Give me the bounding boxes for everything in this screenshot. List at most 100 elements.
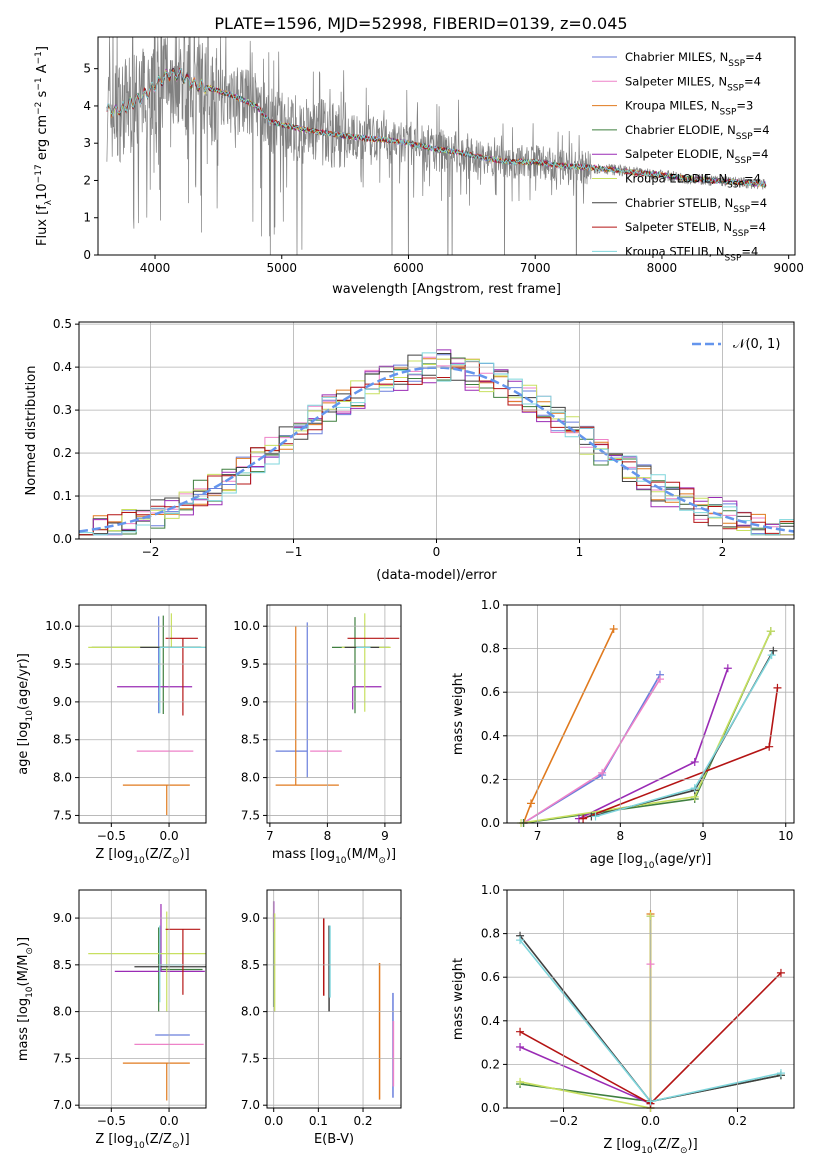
x-axis-label-part: )]: [386, 847, 396, 862]
legend-label-text: Chabrier STELIB, N: [625, 196, 733, 210]
y-tick-label: 10.0: [45, 619, 72, 633]
x-axis-label-part: ⊙: [172, 1141, 180, 1151]
y-tick-label: 0: [83, 248, 91, 262]
mass-weight-marker: [723, 664, 732, 673]
y-tick-label: 1.0: [481, 598, 500, 612]
panel-age-vs-mass: 7 8 9 7.5 8.0 8.5 9.0 9.5 10.0 mass [log10(M/M⊙)]: [233, 604, 402, 866]
x-axis-label-part: Z: [95, 1132, 104, 1147]
panel-massweight-vs-Z: −0.2 0.0 0.2 0.0 0.2 0.4 0.6 0.8 1.0 Z [log10(Z/Z…: [451, 883, 795, 1156]
y-tick-label: 7.0: [241, 1098, 260, 1112]
legend-label-text: Kroupa STELIB, N: [625, 244, 725, 258]
y-tick-label: 9.0: [241, 911, 260, 925]
y-axis-label: mass weight: [451, 673, 466, 755]
mass-weight-marker: [765, 742, 774, 751]
x-axis-label-part: Z: [95, 847, 104, 862]
y-tick-label: 9.0: [53, 911, 72, 925]
y-tick-label: 0.2: [53, 446, 72, 460]
y-axis-label-part: erg cm: [35, 115, 50, 164]
x-axis-label-part: (Z/Z: [145, 1132, 172, 1147]
x-axis-label-part: )]: [688, 1137, 698, 1152]
x-axis-label-part: 10: [133, 1141, 145, 1151]
y-tick-label: 5: [83, 62, 91, 76]
y-axis-label-part: mass weight: [451, 673, 466, 755]
y-axis-label-part: −1: [34, 51, 44, 64]
y-tick-label: 0.8: [481, 642, 500, 656]
mass-weight-marker: [609, 624, 618, 633]
y-axis-label: Flux [fλ10−17 erg cm−2 s−1 A−1]: [34, 46, 54, 246]
mass-weight-marker: [646, 960, 655, 969]
legend-label-sub: SSP: [725, 253, 742, 263]
x-tick-label: −0.5: [97, 829, 126, 843]
plot-area: [88, 904, 206, 1101]
x-tick-label: 0.0: [160, 1114, 179, 1128]
legend-label-suffix: =4: [753, 123, 770, 137]
axes-frame: [78, 889, 207, 1109]
x-axis-label-part: [log: [614, 852, 643, 867]
x-tick-label: 6000: [393, 261, 424, 275]
y-axis-label: mass [log10(M/M⊙)]: [16, 937, 35, 1061]
legend-label-text: Salpeter ELODIE, N: [625, 147, 735, 161]
legend-label-suffix: =4: [745, 50, 762, 64]
legend-label-suffix: =4: [750, 196, 767, 210]
legend-label-text: Salpeter STELIB, N: [625, 220, 732, 234]
mass-weight-line: [519, 1046, 651, 1105]
y-axis-label-part: −17: [34, 164, 44, 183]
legend-label: Kroupa ELODIE, NSSP=4: [625, 172, 761, 191]
legend-label: Salpeter MILES, NSSP=4: [625, 74, 761, 93]
x-tick-label: 8000: [647, 261, 678, 275]
legend-label-sub: SSP: [732, 229, 749, 239]
axes-frame: [78, 321, 795, 540]
y-tick-label: 4: [83, 99, 91, 113]
legend-label-sub: SSP: [720, 108, 737, 118]
y-tick-label: 0.0: [481, 816, 500, 830]
y-axis-label-part: mass: [16, 1027, 31, 1061]
y-tick-label: 0.1: [53, 489, 72, 503]
y-tick-label: 3: [83, 136, 91, 150]
legend-label-text: Salpeter MILES, N: [625, 74, 727, 88]
y-axis-label-part: Normed distribution: [24, 366, 39, 496]
x-axis-label-part: [log: [104, 1132, 133, 1147]
y-tick-label: 0.2: [481, 1057, 500, 1071]
x-tick-label: 9: [699, 829, 707, 843]
mass-weight-line: [523, 674, 661, 823]
mass-weight-marker: [776, 968, 785, 977]
y-tick-label: 1.0: [481, 883, 500, 897]
plot-area: [272, 901, 395, 1100]
y-axis-label-part: (age/yr)]: [16, 653, 31, 710]
y-axis-label-part: )]: [16, 937, 31, 947]
y-axis-label-part: age: [16, 751, 31, 775]
y-tick-label: 9.0: [241, 695, 260, 709]
mass-weight-marker: [646, 912, 655, 921]
y-axis-label-part: 10: [35, 183, 50, 200]
y-axis-label-part: −2: [34, 102, 44, 115]
y-axis-label-part: ⊙: [25, 947, 35, 955]
mass-weight-marker: [690, 784, 699, 793]
legend-label: Salpeter ELODIE, NSSP=4: [625, 147, 768, 166]
x-axis-label-part: 10: [133, 856, 145, 866]
y-axis-label-part: (M/M: [16, 955, 31, 987]
y-tick-label: 8.0: [53, 1005, 72, 1019]
legend-label: Salpeter STELIB, NSSP=4: [625, 220, 766, 239]
mass-weight-marker: [516, 936, 525, 945]
y-tick-label: 8.5: [241, 958, 260, 972]
x-axis-label-part: (data-model)/error: [376, 568, 497, 583]
x-axis-label: wavelength [Angstrom, rest frame]: [332, 282, 561, 297]
y-axis-label-part: s: [35, 90, 50, 101]
y-tick-label: 7.5: [53, 808, 72, 822]
y-axis-label-part: [log: [16, 998, 31, 1027]
legend-label: Kroupa MILES, NSSP=3: [625, 99, 753, 118]
x-axis-label-part: wavelength [Angstrom, rest frame]: [332, 282, 561, 297]
mass-weight-marker: [598, 768, 607, 777]
legend-label-text: Chabrier ELODIE, N: [625, 123, 736, 137]
y-tick-label: 0.0: [53, 532, 72, 546]
mass-weight-marker: [516, 1042, 525, 1051]
panel-residuals: −2 −1 0 1 2 0.0 0.1 0.2 0.3 0.4 0.5 (data-model)/er…: [24, 317, 795, 583]
x-axis-label-part: (Z/Z: [145, 847, 172, 862]
legend-label-text: Kroupa MILES, N: [625, 99, 720, 113]
legend-label-suffix: =3: [736, 99, 753, 113]
y-tick-label: 8.5: [53, 958, 72, 972]
y-tick-label: 1: [83, 211, 91, 225]
y-tick-label: 0.4: [53, 360, 72, 374]
panel-mass-vs-EBV: 0.0 0.1 0.2 7.0 7.5 8.0 8.5 9.0 E(B-V): [241, 889, 402, 1147]
